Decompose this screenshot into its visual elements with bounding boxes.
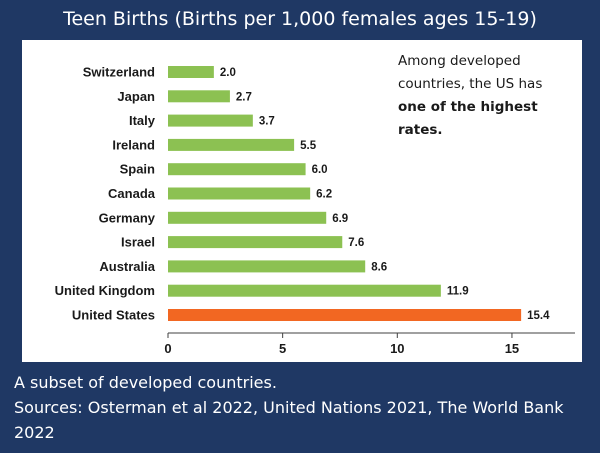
category-label-italy: Italy	[129, 113, 156, 128]
chart-annotation: Among developed countries, the US has on…	[398, 50, 564, 142]
value-label-united-kingdom: 11.9	[447, 286, 469, 298]
value-label-australia: 8.6	[371, 261, 387, 273]
x-tick-label-15: 15	[505, 341, 519, 356]
category-label-spain: Spain	[120, 162, 155, 177]
category-label-switzerland: Switzerland	[83, 65, 155, 80]
footer-subset-note: A subset of developed countries.	[14, 373, 277, 392]
bar-switzerland	[168, 66, 214, 78]
annotation-text: Among developed countries, the US has	[398, 53, 543, 92]
value-label-japan: 2.7	[236, 91, 252, 103]
bar-australia	[168, 260, 366, 273]
category-label-australia: Australia	[99, 259, 155, 274]
category-label-ireland: Ireland	[112, 137, 155, 152]
annotation-emphasis: one of the highest rates.	[398, 99, 538, 138]
bar-united-states	[168, 309, 522, 321]
category-label-canada: Canada	[108, 186, 156, 201]
chart-title: Teen Births (Births per 1,000 females ag…	[63, 8, 537, 30]
x-tick-label-10: 10	[390, 341, 404, 356]
footer-sources: Sources: Osterman et al 2022, United Nat…	[14, 398, 564, 442]
category-label-israel: Israel	[121, 235, 155, 250]
bar-spain	[168, 163, 306, 176]
bar-canada	[168, 187, 311, 200]
bar-united-kingdom	[168, 284, 441, 297]
bar-japan	[168, 90, 230, 103]
value-label-israel: 7.6	[348, 237, 364, 249]
category-label-united-kingdom: United Kingdom	[55, 283, 155, 298]
value-label-italy: 3.7	[259, 116, 275, 128]
bar-chart: Switzerland 2.0 Japan 2.7 Italy 3.7 Ireland 5.5…	[55, 65, 575, 356]
bar-ireland	[168, 138, 295, 151]
value-label-canada: 6.2	[316, 189, 332, 201]
bar-germany	[168, 211, 327, 224]
value-label-spain: 6.0	[312, 164, 328, 176]
value-label-united-states: 15.4	[527, 310, 550, 322]
value-label-ireland: 5.5	[300, 140, 317, 152]
category-label-japan: Japan	[117, 89, 155, 104]
chart-panel: Switzerland 2.0 Japan 2.7 Italy 3.7 Ireland 5.5…	[22, 40, 582, 362]
x-tick-label-5: 5	[279, 341, 286, 356]
value-label-switzerland: 2.0	[220, 67, 236, 79]
value-label-germany: 6.9	[332, 213, 348, 225]
x-tick-label-0: 0	[164, 341, 171, 356]
bar-israel	[168, 236, 343, 249]
category-label-united-states: United States	[72, 308, 155, 323]
bar-italy	[168, 114, 253, 127]
category-label-germany: Germany	[99, 210, 156, 225]
footer: A subset of developed countries. Sources…	[14, 370, 589, 445]
